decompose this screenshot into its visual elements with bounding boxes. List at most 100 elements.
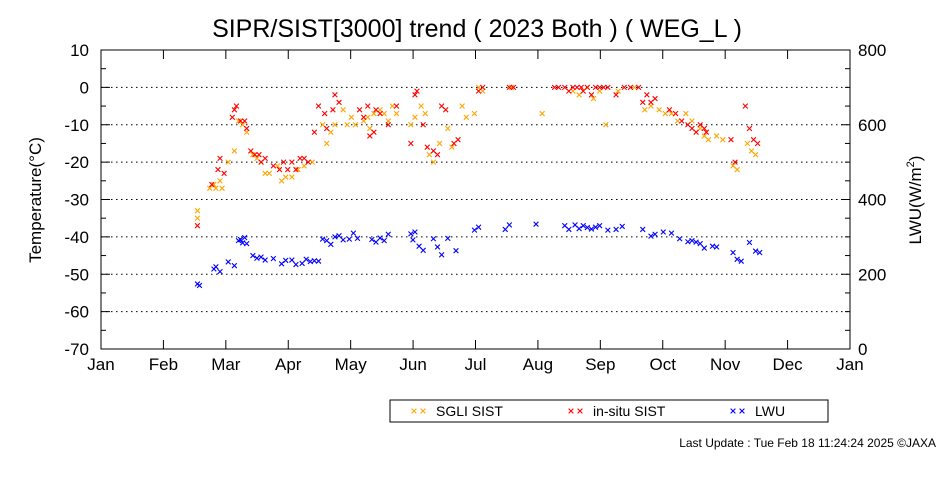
y-tick-label: 0 bbox=[80, 78, 89, 97]
data-point bbox=[442, 107, 449, 113]
data-point bbox=[656, 107, 662, 113]
data-point bbox=[412, 114, 418, 121]
data-point bbox=[551, 84, 558, 91]
data-point bbox=[703, 129, 710, 136]
x-tick-label: Sep bbox=[585, 355, 615, 374]
data-point bbox=[697, 240, 703, 247]
data-point bbox=[412, 92, 418, 98]
data-point bbox=[639, 99, 646, 106]
legend-marker bbox=[420, 408, 426, 414]
data-point bbox=[393, 110, 400, 117]
data-point bbox=[418, 103, 424, 109]
data-point bbox=[631, 84, 638, 91]
data-point bbox=[330, 107, 336, 113]
data-point bbox=[580, 222, 587, 229]
data-point bbox=[323, 140, 330, 147]
data-point bbox=[621, 84, 628, 91]
data-point bbox=[600, 84, 607, 91]
data-point bbox=[746, 239, 753, 246]
data-point bbox=[570, 84, 576, 91]
data-point bbox=[328, 241, 334, 248]
data-point bbox=[239, 240, 246, 246]
data-point bbox=[293, 166, 299, 173]
data-point bbox=[217, 178, 223, 184]
data-point bbox=[262, 170, 268, 177]
data-point bbox=[676, 235, 683, 242]
legend-marker bbox=[577, 408, 583, 414]
x-tick-label: Jun bbox=[399, 355, 426, 374]
x-tick-label: Feb bbox=[149, 355, 178, 374]
data-point bbox=[672, 110, 679, 117]
data-point bbox=[385, 231, 392, 238]
legend: SGLI SIST in-situ SIST LWU bbox=[389, 399, 829, 423]
data-point bbox=[752, 151, 759, 158]
data-point bbox=[644, 92, 650, 98]
data-point bbox=[319, 236, 326, 242]
data-point bbox=[719, 136, 726, 143]
data-point bbox=[420, 121, 426, 128]
data-point bbox=[701, 125, 708, 132]
y2-tick-label: 600 bbox=[858, 116, 886, 135]
data-point bbox=[389, 103, 396, 109]
data-point bbox=[346, 236, 353, 242]
data-point bbox=[639, 226, 646, 233]
data-point bbox=[295, 166, 301, 173]
y-tick-label: -20 bbox=[64, 153, 89, 172]
data-point bbox=[315, 258, 322, 264]
data-point bbox=[262, 257, 268, 263]
data-point bbox=[270, 255, 277, 262]
data-point bbox=[297, 155, 303, 162]
y2-tick-label: 200 bbox=[858, 265, 886, 284]
data-point bbox=[615, 88, 621, 94]
data-point bbox=[256, 151, 262, 158]
legend-marker bbox=[730, 408, 736, 414]
data-point bbox=[734, 166, 740, 173]
data-point bbox=[578, 84, 584, 91]
data-point bbox=[430, 159, 437, 165]
data-point bbox=[377, 235, 383, 241]
y2-axis-label-superscript: 2 bbox=[905, 161, 917, 167]
data-point bbox=[262, 155, 268, 162]
left-axis-tick-labels: 10 0 -10 -20 -30 -40 -50 -60 -70 bbox=[64, 41, 89, 359]
data-point bbox=[642, 107, 648, 113]
data-point bbox=[434, 151, 441, 158]
data-point bbox=[332, 234, 338, 240]
data-point bbox=[211, 181, 217, 188]
data-point bbox=[584, 84, 591, 91]
data-point bbox=[307, 258, 314, 265]
data-point bbox=[356, 107, 363, 113]
legend-marker bbox=[568, 408, 574, 414]
data-point bbox=[243, 125, 250, 132]
data-point bbox=[693, 239, 699, 245]
data-point bbox=[364, 103, 371, 109]
data-point bbox=[289, 257, 295, 263]
data-point bbox=[471, 110, 478, 117]
data-point bbox=[613, 226, 619, 233]
data-point bbox=[459, 103, 465, 109]
data-point bbox=[453, 247, 459, 254]
legend-label: SGLI SIST bbox=[436, 403, 503, 419]
data-point bbox=[299, 260, 305, 267]
data-point bbox=[209, 181, 215, 188]
legend-marker bbox=[739, 408, 745, 414]
data-point bbox=[221, 170, 227, 177]
y2-axis-label-main: LWU(W/m bbox=[906, 167, 925, 244]
data-point bbox=[754, 140, 761, 147]
x-tick-label: Jul bbox=[465, 355, 487, 374]
data-point bbox=[344, 121, 351, 128]
x-tick-label: Dec bbox=[772, 355, 803, 374]
data-point bbox=[321, 110, 328, 117]
data-point bbox=[250, 252, 256, 259]
data-point bbox=[603, 121, 609, 128]
data-point bbox=[455, 136, 461, 143]
data-point bbox=[539, 110, 545, 117]
data-point bbox=[237, 236, 244, 243]
data-point bbox=[258, 254, 264, 260]
axis-ticks bbox=[100, 49, 851, 350]
data-point bbox=[241, 234, 248, 241]
data-point bbox=[196, 282, 203, 289]
data-point bbox=[282, 257, 289, 264]
data-point bbox=[315, 103, 322, 109]
data-point bbox=[605, 84, 611, 91]
data-point bbox=[674, 118, 681, 124]
